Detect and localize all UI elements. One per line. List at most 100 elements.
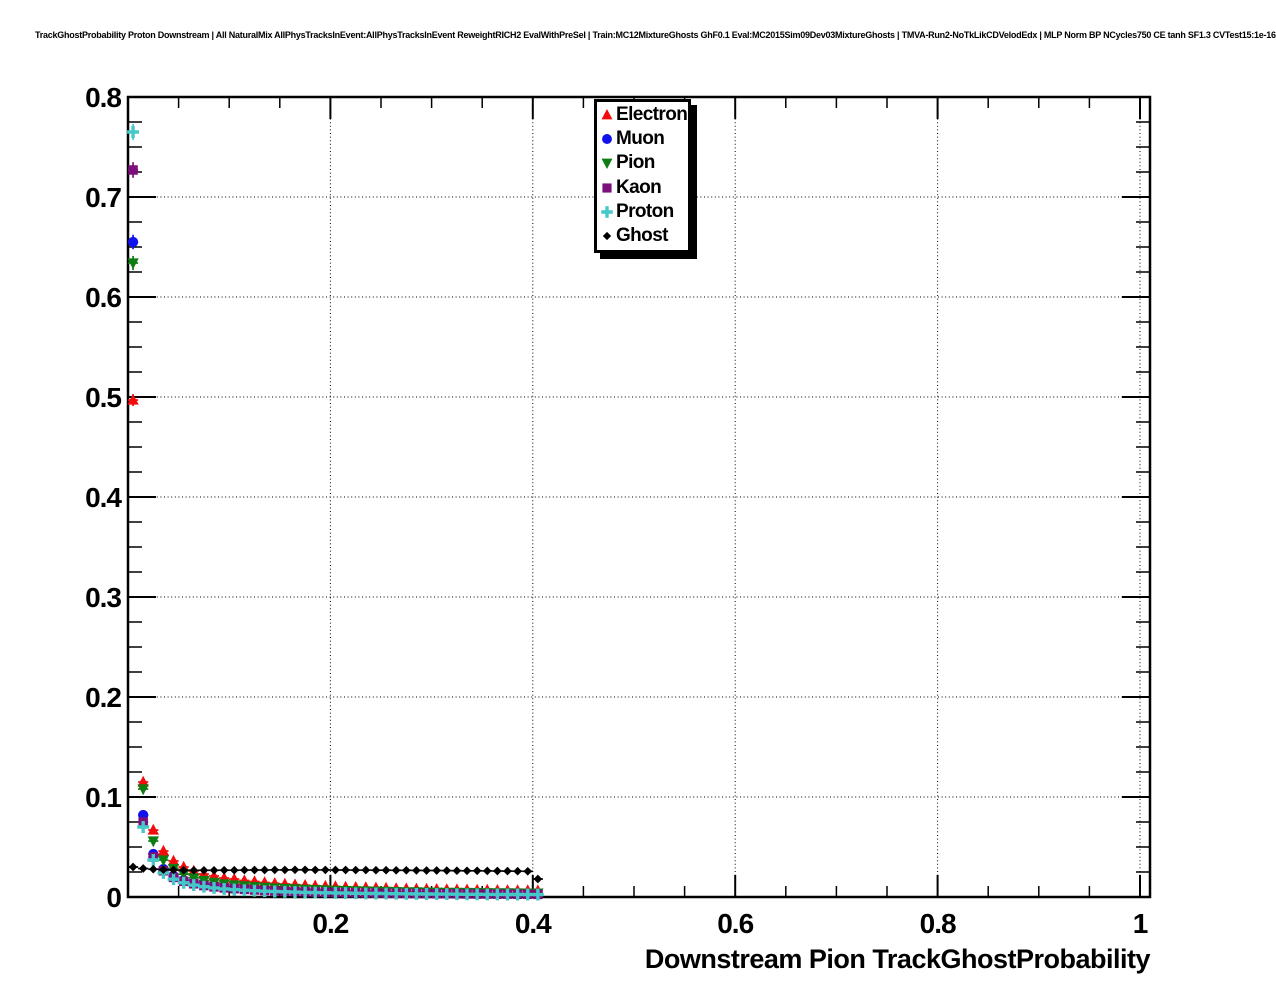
data-point xyxy=(491,888,504,901)
data-point xyxy=(147,836,159,848)
data-point xyxy=(127,258,139,270)
data-point xyxy=(127,126,139,138)
data-point xyxy=(258,885,271,898)
series-kaon xyxy=(128,162,543,900)
y-tick-label: 0.1 xyxy=(85,782,121,813)
legend-label: Pion xyxy=(616,152,655,174)
data-point xyxy=(410,887,423,900)
data-point xyxy=(380,887,392,900)
data-point xyxy=(461,888,473,901)
data-point xyxy=(127,393,139,405)
data-point xyxy=(188,873,200,885)
data-point xyxy=(177,869,190,881)
data-point xyxy=(147,823,159,835)
data-point xyxy=(159,865,168,875)
data-point xyxy=(128,862,138,872)
y-tick-label: 0.6 xyxy=(85,282,121,313)
marker-circle xyxy=(602,134,612,145)
data-point xyxy=(199,865,209,875)
legend-entry-kaon: Kaon xyxy=(600,176,688,200)
data-point xyxy=(503,866,512,876)
data-point xyxy=(270,865,280,875)
data-point xyxy=(341,865,350,875)
data-point xyxy=(493,866,502,876)
data-point xyxy=(148,864,158,874)
data-point xyxy=(400,887,413,900)
data-point xyxy=(147,854,160,866)
series-ghost xyxy=(128,862,543,884)
data-point xyxy=(208,881,220,894)
data-point xyxy=(280,865,290,875)
data-point xyxy=(319,886,332,899)
data-point xyxy=(299,886,312,899)
data-point xyxy=(442,866,452,875)
x-tick-label: 0.8 xyxy=(920,908,956,939)
data-point xyxy=(218,882,231,895)
y-tick-label: 0.5 xyxy=(85,382,121,413)
legend-entry-electron: Electron xyxy=(600,103,688,127)
data-point xyxy=(391,865,401,875)
series-electron xyxy=(127,393,544,896)
data-point xyxy=(523,866,533,876)
data-point xyxy=(268,885,281,898)
data-point xyxy=(187,879,200,892)
data-point xyxy=(169,865,178,875)
marker-square xyxy=(602,183,612,193)
data-point xyxy=(412,866,421,875)
data-point xyxy=(440,888,453,901)
data-point xyxy=(309,886,322,899)
legend-label: Proton xyxy=(616,200,674,222)
data-point xyxy=(138,864,148,873)
data-point xyxy=(370,887,382,900)
legend-entry-proton: Proton xyxy=(600,200,688,224)
marker-triangle-down xyxy=(601,159,613,170)
data-point xyxy=(310,865,320,875)
data-point xyxy=(471,888,484,901)
series-muon xyxy=(127,234,543,900)
data-point xyxy=(521,888,534,901)
data-point xyxy=(430,888,443,901)
data-point xyxy=(238,884,251,897)
data-point xyxy=(462,866,472,876)
legend-label: Kaon xyxy=(616,176,662,198)
legend-label: Electron xyxy=(616,104,688,126)
data-point xyxy=(177,876,190,889)
legend: Electron Muon Pion Kaon Proton Ghost xyxy=(594,99,691,254)
data-point xyxy=(452,866,462,876)
data-point xyxy=(248,884,261,897)
y-tick-label: 0.3 xyxy=(85,582,121,613)
data-point xyxy=(401,865,411,875)
pion-marker-icon xyxy=(601,159,613,170)
legend-entry-muon: Muon xyxy=(600,127,688,151)
data-point xyxy=(349,887,362,900)
muon-marker-icon xyxy=(602,134,612,145)
x-tick-label: 0.6 xyxy=(717,908,753,939)
data-point xyxy=(128,165,138,175)
data-point xyxy=(300,865,310,875)
legend-label: Ghost xyxy=(616,225,668,247)
x-axis-title: Downstream Pion TrackGhostProbability xyxy=(644,944,1151,974)
data-point xyxy=(278,885,291,898)
y-tick-label: 0.2 xyxy=(85,682,121,713)
data-point xyxy=(472,866,482,876)
data-point xyxy=(511,888,524,901)
data-point xyxy=(422,866,431,875)
data-point xyxy=(197,880,210,893)
data-point xyxy=(219,865,229,875)
data-point xyxy=(167,854,180,866)
data-point xyxy=(420,888,433,900)
plot-title: TrackGhostProbability Proton Downstream … xyxy=(35,30,1276,40)
legend-entry-pion: Pion xyxy=(600,151,688,175)
marker-diamond xyxy=(602,231,612,241)
data-point xyxy=(351,865,361,875)
data-point xyxy=(127,236,139,248)
data-point xyxy=(533,874,543,884)
data-point xyxy=(137,775,149,787)
data-point xyxy=(229,865,239,875)
kaon-marker-icon xyxy=(602,183,612,193)
marker-triangle-up xyxy=(601,109,613,120)
data-point xyxy=(381,865,391,875)
data-point xyxy=(260,865,269,875)
data-point xyxy=(359,887,372,900)
data-point xyxy=(167,873,180,886)
